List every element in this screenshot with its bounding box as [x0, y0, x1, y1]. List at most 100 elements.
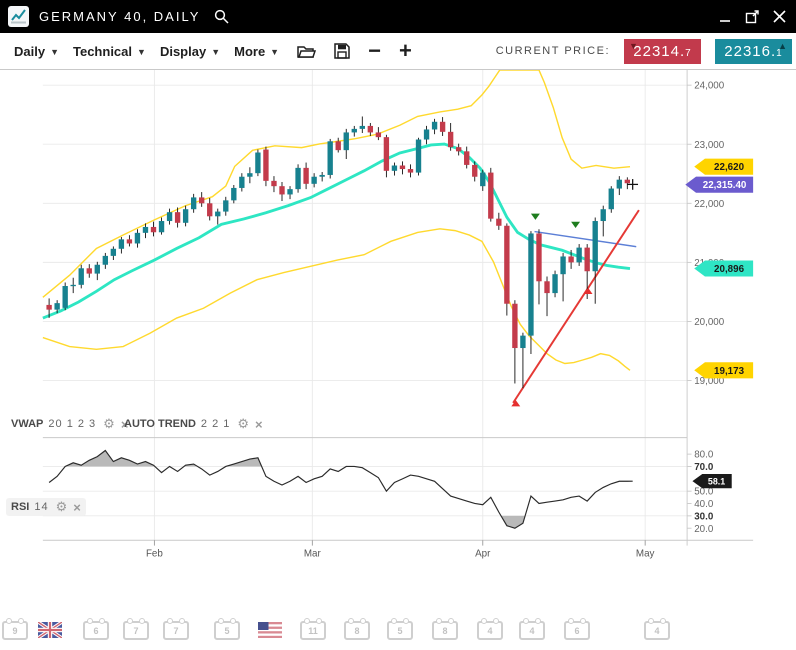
rsi-threshold-fill: [65, 450, 155, 467]
caret-down-icon: ▼: [50, 47, 59, 57]
search-icon[interactable]: [214, 9, 229, 24]
vwap-remove-icon[interactable]: ×: [120, 416, 129, 432]
uk-flag-icon: [38, 622, 62, 638]
menu-display[interactable]: Display ▼: [160, 44, 220, 59]
candle-body: [223, 200, 229, 212]
calendar-day-number: 6: [574, 625, 580, 636]
calendar-day-number: 4: [654, 625, 660, 636]
zoom-out-button[interactable]: −: [368, 38, 381, 63]
vwap-lower-band: [42, 228, 631, 371]
calendar-icon: 4: [477, 618, 503, 640]
price-axis-label: 23,000: [694, 140, 725, 151]
candle-body: [423, 129, 430, 140]
chart-area: 24,00023,00022,00021,00020,00019,00080.0…: [0, 69, 796, 650]
rsi-remove-icon[interactable]: ×: [73, 499, 81, 515]
calendar-day-number: 4: [487, 625, 493, 636]
candle-body: [367, 125, 374, 133]
popout-button[interactable]: [745, 9, 759, 24]
candle-body: [464, 151, 470, 165]
menu-daily[interactable]: Daily ▼: [14, 44, 59, 59]
window-title: GERMANY 40, DAILY: [39, 9, 201, 24]
calendar-event-icon[interactable]: 4: [477, 618, 503, 640]
calendar-icon: 8: [344, 618, 370, 640]
ask-price-value: 22316.1: [724, 42, 783, 60]
auto-trend-red-line[interactable]: [512, 209, 640, 404]
calendar-icon: 8: [432, 618, 458, 640]
candle-body: [335, 141, 341, 151]
buy-signal-triangle: [511, 400, 521, 407]
calendar-event-icon[interactable]: 6: [83, 618, 109, 640]
calendar-event-icon[interactable]: 9: [2, 618, 28, 640]
candle-body: [174, 212, 181, 223]
calendar-icon: 6: [564, 618, 590, 640]
calendar-day-number: 4: [529, 625, 535, 636]
calendar-icon: 7: [123, 618, 149, 640]
save-icon[interactable]: [334, 43, 350, 59]
chart-canvas[interactable]: 24,00023,00022,00021,00020,00019,00080.0…: [0, 69, 796, 650]
candle-body: [592, 221, 598, 272]
candle-body: [247, 173, 253, 177]
uk-flag-event[interactable]: [38, 621, 62, 638]
close-button[interactable]: [773, 10, 786, 23]
candle-body: [399, 165, 406, 170]
candle-body: [70, 284, 76, 287]
calendar-event-icon[interactable]: 5: [387, 618, 413, 640]
rsi-settings-gear-icon[interactable]: ⚙: [55, 499, 68, 514]
calendar-icon: 7: [163, 618, 189, 640]
candle-body: [126, 239, 133, 244]
candle-body: [46, 304, 52, 310]
candle-body: [488, 172, 494, 219]
candle-body: [576, 247, 582, 263]
candle-body: [431, 121, 438, 130]
sell-signal-triangle: [571, 221, 581, 228]
vwap-settings-gear-icon[interactable]: ⚙: [103, 416, 115, 431]
calendar-day-number: 6: [93, 625, 99, 636]
calendar-day-number: 11: [308, 625, 318, 636]
candle-body: [231, 187, 237, 201]
calendar-icon: 9: [2, 618, 28, 640]
calendar-event-icon[interactable]: 5: [214, 618, 240, 640]
candle-body: [319, 174, 325, 177]
autotrend-params: 2 2 1: [200, 418, 231, 430]
calendar-event-icon[interactable]: 11: [300, 618, 326, 640]
calendar-event-icon[interactable]: 6: [564, 618, 590, 640]
menu-more[interactable]: More ▼: [234, 44, 279, 59]
candle-body: [528, 233, 534, 336]
menu-more-label: More: [234, 43, 266, 59]
vwap-params: 20 1 2 3: [48, 418, 97, 430]
us-flag-event[interactable]: [258, 621, 282, 638]
calendar-event-icon[interactable]: 8: [344, 618, 370, 640]
open-folder-icon[interactable]: [297, 44, 317, 59]
calendar-event-icon[interactable]: 7: [163, 618, 189, 640]
menu-technical[interactable]: Technical ▼: [73, 44, 146, 59]
minimize-button[interactable]: [719, 11, 731, 23]
vwap-indicator-label: VWAP 20 1 2 3 ⚙ ×: [11, 416, 128, 432]
candle-body: [552, 274, 558, 294]
autotrend-settings-gear-icon[interactable]: ⚙: [237, 416, 250, 431]
month-label: Apr: [475, 548, 491, 559]
candle-body: [472, 164, 478, 177]
candle-body: [199, 197, 205, 204]
price-badge-label: 19,173: [714, 366, 745, 377]
candle-body: [62, 286, 68, 308]
calendar-day-number: 7: [133, 625, 139, 636]
rsi-axis-label: 80.0: [694, 450, 714, 461]
candle-body: [190, 197, 197, 210]
zoom-in-button[interactable]: +: [398, 38, 412, 63]
calendar-event-icon[interactable]: 8: [432, 618, 458, 640]
candle-body: [568, 256, 574, 263]
arrow-down-icon: ▼: [629, 40, 639, 51]
calendar-event-icon[interactable]: 4: [519, 618, 545, 640]
candle-body: [544, 281, 550, 294]
candle-body: [239, 176, 245, 188]
price-badge-tag: [694, 158, 754, 175]
calendar-event-icon[interactable]: 7: [123, 618, 149, 640]
titlebar: GERMANY 40, DAILY: [0, 0, 796, 33]
calendar-day-number: 5: [397, 625, 403, 636]
autotrend-remove-icon[interactable]: ×: [255, 416, 263, 432]
calendar-event-icon[interactable]: 4: [644, 618, 670, 640]
candle-body: [351, 128, 357, 133]
auto-trend-blue-line[interactable]: [534, 230, 637, 248]
price-badge-tag: [694, 260, 754, 277]
